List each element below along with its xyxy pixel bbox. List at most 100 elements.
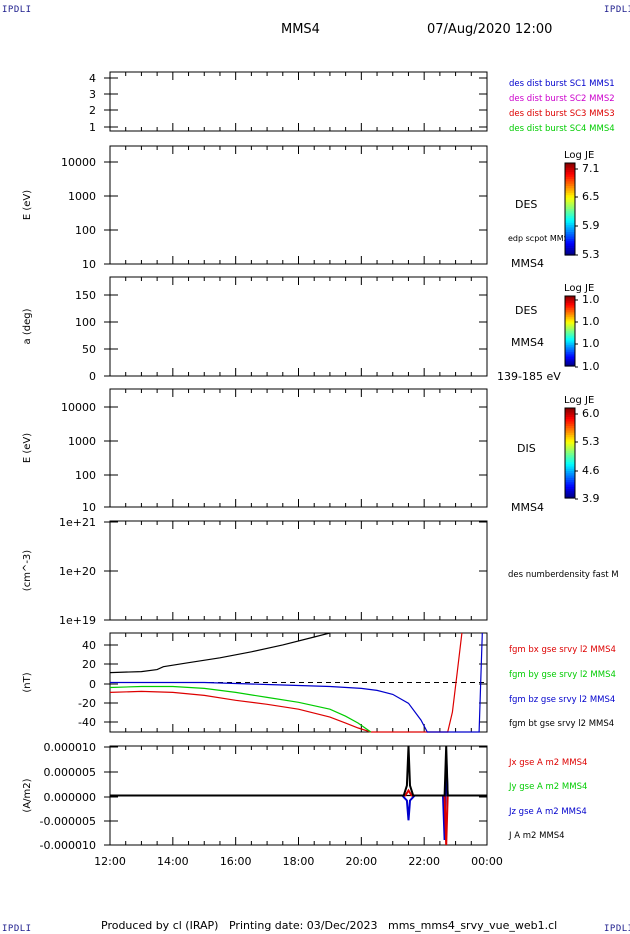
colorbar-segment (565, 301, 575, 304)
y-tick-label: 0 (89, 370, 96, 383)
colorbar-segment (565, 486, 575, 490)
colorbar-segment (565, 414, 575, 418)
colorbar-segment (565, 331, 575, 334)
colorbar-segment (565, 457, 575, 461)
y-tick-label: -0.000005 (40, 815, 96, 828)
y-tick-label: -0.000010 (40, 839, 96, 852)
colorbar-segment (565, 362, 575, 365)
side-label: MMS4 (511, 501, 544, 514)
colorbar-segment (565, 410, 575, 414)
y-tick-label: 100 (75, 469, 96, 482)
colorbar-segment (565, 441, 575, 445)
colorbar-segment (565, 248, 575, 251)
corner-label-top-left: IPDLI (2, 5, 32, 15)
colorbar-segment (565, 448, 575, 452)
y-tick-label: 1000 (68, 190, 96, 203)
colorbar-segment (565, 225, 575, 228)
side-label: DES (515, 198, 537, 211)
colorbar-segment (565, 493, 575, 497)
colorbar-segment (565, 462, 575, 465)
legend-entry: Jx gse A m2 MMS4 (508, 758, 587, 768)
colorbar-segment (565, 252, 575, 256)
colorbar-tick-label: 3.9 (582, 492, 600, 505)
legend-entry: des dist burst SC1 MMS1 (509, 79, 615, 89)
colorbar-segment (565, 320, 575, 323)
colorbar-segment (565, 359, 575, 362)
colorbar-segment (565, 202, 575, 205)
colorbar-segment (565, 303, 575, 306)
y-tick-label: 1 (89, 121, 96, 134)
series-line (109, 632, 331, 674)
legend-entry: J A m2 MMS4 (508, 831, 565, 841)
colorbar-segment (565, 352, 575, 355)
side-label: MMS4 (511, 257, 544, 270)
colorbar-segment (565, 423, 575, 427)
colorbar-title: Log JE (564, 283, 594, 294)
colorbar-segment (565, 464, 575, 468)
colorbar-segment (565, 334, 575, 337)
colorbar-segment (565, 243, 575, 247)
y-tick-label: 1e+21 (59, 516, 96, 529)
y-axis-label: (A/m2) (22, 778, 33, 812)
y-tick-label: 10000 (61, 156, 96, 169)
footer-printing-date: Printing date: 03/Dec/2023 (228, 919, 378, 932)
colorbar-segment (565, 430, 575, 434)
y-tick-label: 20 (82, 658, 96, 671)
colorbar-segment (565, 338, 575, 341)
legend-entry: des dist burst SC3 MMS3 (509, 109, 615, 119)
y-tick-label: 150 (75, 289, 96, 302)
legend-entry: Jz gse A m2 MMS4 (508, 807, 587, 817)
colorbar-tick-label: 1.0 (582, 360, 600, 373)
colorbar-segment (565, 204, 575, 208)
y-axis-label: (cm^-3) (22, 550, 33, 591)
colorbar-segment (565, 357, 575, 360)
colorbar-segment (565, 408, 575, 411)
colorbar-segment (565, 322, 575, 325)
colorbar-segment (565, 327, 575, 330)
colorbar-segment (565, 419, 575, 423)
side-label: DIS (517, 442, 536, 455)
colorbar-segment (565, 421, 575, 425)
series-line (109, 685, 372, 733)
colorbar-segment (565, 167, 575, 171)
y-tick-label: 1e+20 (59, 565, 96, 578)
colorbar-tick-label: 7.1 (582, 162, 600, 175)
x-tick-label: 22:00 (408, 855, 440, 868)
colorbar-segment (565, 360, 575, 364)
colorbar-segment (565, 426, 575, 429)
y-tick-label: 50 (82, 343, 96, 356)
colorbar-segment (565, 339, 575, 343)
colorbar-segment (565, 209, 575, 212)
y-tick-label: 0.000010 (44, 741, 97, 754)
side-label: MMS4 (511, 336, 544, 349)
colorbar-segment (565, 324, 575, 327)
colorbar-segment (565, 336, 575, 339)
colorbar-segment (565, 346, 575, 350)
colorbar-segment (565, 172, 575, 176)
colorbar-segment (565, 468, 575, 472)
y-axis-label: E (eV) (22, 190, 33, 220)
colorbar-segment (565, 188, 575, 192)
colorbar-segment (565, 299, 575, 302)
panel-frame (109, 388, 488, 508)
footer: Produced by cl (IRAP) Printing date: 03/… (101, 919, 557, 932)
colorbar-segment (565, 229, 575, 233)
colorbar-segment (565, 355, 575, 358)
legend-entry: fgm by gse srvy l2 MMS4 (509, 670, 616, 680)
colorbar-segment (565, 432, 575, 436)
y-axis-label: (nT) (22, 672, 33, 692)
colorbar-segment (565, 477, 575, 481)
colorbar-tick-label: 5.3 (582, 435, 600, 448)
colorbar-segment (565, 197, 575, 201)
colorbar-segment (565, 332, 575, 336)
colorbar-segment (565, 163, 575, 166)
colorbar-segment (565, 234, 575, 238)
colorbar-segment (565, 213, 575, 217)
colorbar-segment (565, 222, 575, 226)
legend-entry: des numberdensity fast M (508, 570, 619, 580)
colorbar-segment (565, 417, 575, 420)
x-tick-label: 18:00 (283, 855, 315, 868)
colorbar-title: Log JE (564, 150, 594, 161)
panel-frame (109, 71, 488, 132)
